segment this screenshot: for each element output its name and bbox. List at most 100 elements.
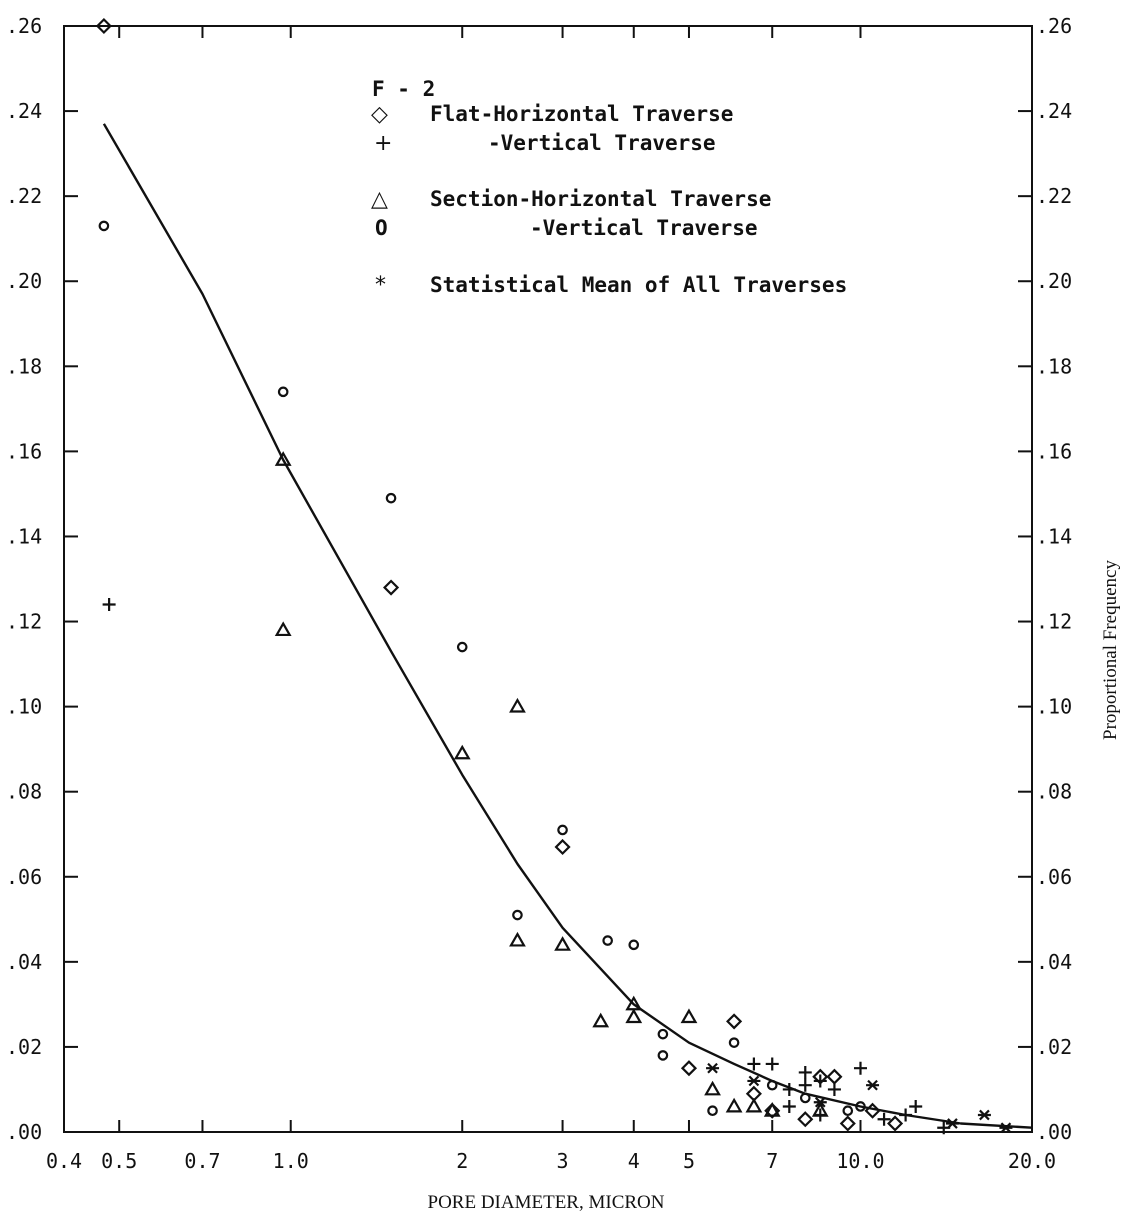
- y-tick-label-right-12: .24: [1036, 99, 1072, 123]
- legend-label-flat-horizontal: Flat-Horizontal Traverse: [430, 102, 733, 126]
- y-tick-label-left-13: .26: [6, 14, 42, 38]
- x-tick-label-4: 2: [456, 1149, 468, 1173]
- y-tick-label-left-10: .20: [6, 269, 42, 293]
- x-tick-label-3: 1.0: [273, 1149, 309, 1173]
- plus-point-1-7: [827, 1082, 841, 1096]
- triangle-point-2-10: [704, 1080, 721, 1096]
- plus-point-1-4: [798, 1065, 812, 1079]
- fit-curve: [102, 123, 1033, 1129]
- triangle-point-2-6: [592, 1012, 610, 1028]
- star-point-4-3: [866, 1079, 880, 1091]
- diamond-point-0-4: [726, 1013, 743, 1030]
- y-tick-label-left-0: .00: [6, 1120, 42, 1144]
- data-points-layer: [95, 17, 1013, 1135]
- diamond-point-0-9: [826, 1068, 843, 1085]
- x-tick-label-5: 3: [557, 1149, 569, 1173]
- circle-point-3-4: [512, 909, 523, 921]
- circle-point-3-0: [98, 220, 110, 232]
- x-tick-label-1: 0.5: [101, 1149, 137, 1173]
- legend-label-flat-vertical: -Vertical Traverse: [488, 131, 716, 155]
- triangle-point-2-9: [680, 1008, 698, 1024]
- circle-point-3-13: [799, 1092, 811, 1104]
- x-axis-ticks: 0.4 0.5 0.7 1.0 2 3 4 5 7 10.0 20.0: [46, 26, 1056, 1173]
- diamond-point-0-1: [383, 579, 400, 596]
- x-tick-label-6: 4: [628, 1149, 640, 1173]
- y-tick-label-left-5: .10: [6, 695, 42, 719]
- triangle-point-2-11: [725, 1097, 743, 1113]
- triangle-point-2-3: [509, 697, 526, 713]
- circle-point-3-1: [277, 386, 289, 398]
- y-tick-label-left-4: .08: [6, 780, 42, 804]
- legend-circle-marker: O: [375, 216, 388, 240]
- diamond-point-0-11: [864, 1102, 881, 1119]
- y-tick-label-right-4: .08: [1036, 780, 1072, 804]
- triangle-point-2-13: [763, 1102, 781, 1117]
- y-tick-label-left-7: .14: [6, 524, 42, 548]
- triangle-point-2-4: [509, 931, 526, 947]
- y-axis-title: Proportional Frequency: [1100, 560, 1121, 740]
- star-point-4-2: [813, 1096, 827, 1108]
- circle-point-3-6: [602, 935, 613, 946]
- legend-plus-marker: +: [374, 131, 392, 156]
- x-tick-label-7: 5: [683, 1149, 695, 1173]
- y-axis-ticks: .00 .02 .04 .06 .08 .10 .12 .14 .16 .18 .20 .22 .24.…: [6, 14, 1072, 1144]
- triangle-point-2-0: [274, 451, 292, 466]
- star-point-4-6: [999, 1122, 1013, 1134]
- triangle-point-2-14: [811, 1102, 829, 1117]
- y-tick-label-right-10: .20: [1036, 269, 1072, 293]
- diamond-point-0-2: [554, 838, 571, 856]
- legend-label-section-vertical: -Vertical Traverse: [530, 216, 758, 240]
- triangle-point-2-8: [625, 1008, 643, 1024]
- plus-point-1-12: [899, 1108, 913, 1122]
- y-tick-label-right-5: .10: [1036, 695, 1072, 719]
- y-tick-label-left-12: .24: [6, 99, 42, 123]
- circle-point-3-7: [628, 939, 640, 951]
- y-tick-label-left-8: .16: [6, 439, 42, 463]
- legend-triangle-marker: △: [371, 187, 388, 212]
- y-tick-label-right-7: .14: [1036, 524, 1072, 548]
- star-point-4-4: [945, 1118, 959, 1129]
- plus-point-1-3: [782, 1082, 796, 1096]
- fit-curve-layer: [102, 123, 1033, 1129]
- circle-point-3-2: [385, 492, 397, 504]
- x-axis-title: PORE DIAMETER, MICRON: [428, 1192, 665, 1213]
- circle-point-3-8: [657, 1050, 669, 1061]
- legend-title: F - 2: [372, 77, 435, 101]
- diamond-point-0-12: [887, 1115, 904, 1132]
- y-tick-label-left-9: .18: [6, 354, 42, 378]
- x-tick-label-9: 10.0: [836, 1149, 884, 1173]
- y-tick-label-left-2: .04: [6, 950, 42, 974]
- star-point-4-5: [977, 1109, 991, 1121]
- diamond-point-0-7: [797, 1111, 814, 1128]
- circle-point-3-15: [855, 1101, 866, 1112]
- circle-point-3-9: [657, 1028, 669, 1040]
- y-tick-label-left-11: .22: [6, 184, 42, 208]
- circle-point-3-11: [728, 1037, 740, 1048]
- x-tick-label-0: 0.4: [46, 1149, 82, 1173]
- diamond-point-0-3: [680, 1060, 698, 1077]
- y-tick-label-right-8: .16: [1036, 439, 1072, 463]
- plus-point-1-13: [909, 1099, 923, 1113]
- y-tick-label-right-3: .06: [1036, 865, 1072, 889]
- star-point-4-0: [706, 1062, 720, 1074]
- y-tick-label-right-13: .26: [1036, 14, 1072, 38]
- star-point-4-1: [747, 1075, 761, 1087]
- triangle-point-2-12: [745, 1097, 763, 1113]
- y-tick-label-right-2: .04: [1036, 950, 1072, 974]
- plus-point-1-11: [877, 1112, 891, 1126]
- triangle-point-2-5: [554, 936, 571, 951]
- plus-point-1-2: [765, 1057, 779, 1071]
- diamond-point-0-0: [95, 17, 112, 35]
- y-tick-label-left-6: .12: [6, 610, 42, 634]
- plus-point-1-0: [102, 598, 116, 612]
- y-tick-label-left-3: .06: [6, 865, 42, 889]
- circle-point-3-3: [456, 641, 468, 653]
- circle-point-3-10: [707, 1105, 718, 1117]
- circle-point-3-14: [842, 1105, 854, 1117]
- circle-point-3-5: [557, 824, 568, 836]
- triangle-point-2-1: [274, 621, 292, 637]
- y-tick-label-right-9: .18: [1036, 354, 1072, 378]
- legend-label-section-horizontal: Section-Horizontal Traverse: [430, 187, 771, 211]
- y-tick-label-right-11: .22: [1036, 184, 1072, 208]
